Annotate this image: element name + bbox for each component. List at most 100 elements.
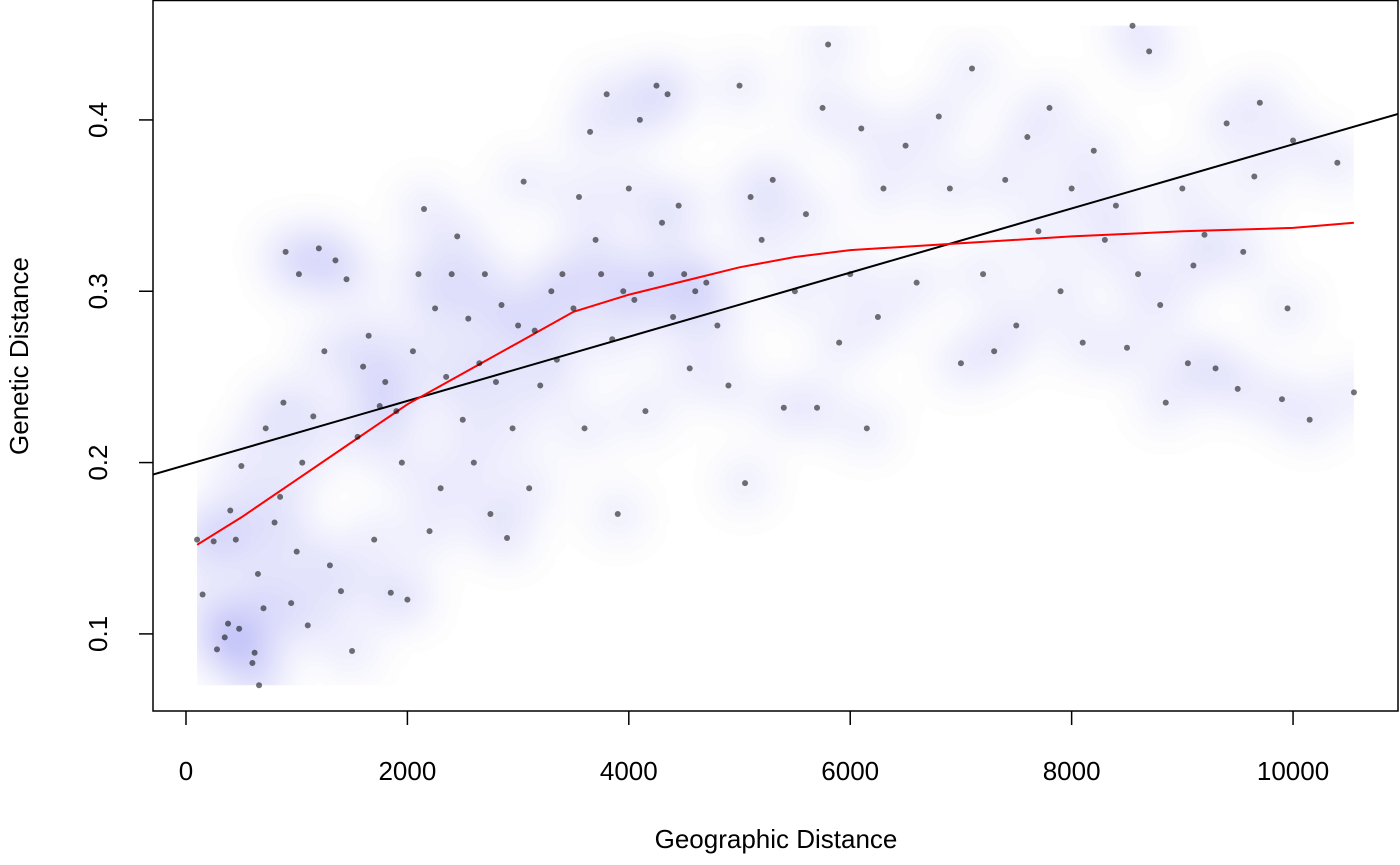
y-tick-label: 0.4 [83,102,113,138]
point [326,562,333,569]
point [421,206,428,213]
point [277,493,284,500]
point [315,245,322,252]
point [1079,339,1086,346]
point [836,339,843,346]
point [991,348,998,355]
point [387,589,394,596]
point [969,65,976,72]
point [791,288,798,295]
point [354,433,361,440]
point [1212,365,1219,372]
y-tick-label: 0.2 [83,445,113,481]
point [515,322,522,329]
point [398,459,405,466]
point [509,425,516,432]
point [376,403,383,410]
point [703,279,710,286]
point [504,534,511,541]
point [349,648,356,655]
point [443,373,450,380]
point [337,588,344,595]
point [725,382,732,389]
point [459,416,466,423]
point [194,536,201,543]
point [659,219,666,226]
point [1284,305,1291,312]
point [825,41,832,48]
point [213,646,220,653]
point [758,236,765,243]
point [1190,262,1197,269]
point [548,288,555,295]
point [236,625,243,632]
point [271,519,278,526]
point [1278,396,1285,403]
point [409,348,416,355]
point [531,327,538,334]
point [1256,99,1263,106]
point [570,305,577,312]
point [1350,389,1357,396]
density-kernel [239,665,280,686]
point [1046,104,1053,111]
point [1251,173,1258,180]
point [1157,301,1164,308]
point [360,363,367,370]
point [1035,228,1042,235]
point [631,296,638,303]
point [537,382,544,389]
point [575,194,582,201]
point [393,408,400,415]
x-tick-label: 4000 [600,756,658,786]
point [371,536,378,543]
point [1068,185,1075,192]
point [686,365,693,372]
point [304,622,311,629]
point [1184,360,1191,367]
point [1201,231,1208,238]
point [492,379,499,386]
point [238,463,245,470]
point [913,279,920,286]
point [603,91,610,98]
point [288,600,295,607]
y-tick-label: 0.3 [83,273,113,309]
point [282,248,289,255]
point [819,104,826,111]
point [426,528,433,535]
point [526,485,533,492]
point [1162,399,1169,406]
point [742,480,749,487]
point [1024,134,1031,141]
point [1090,147,1097,154]
point [225,620,232,627]
point [1334,159,1341,166]
point [675,202,682,209]
x-tick-label: 6000 [821,756,879,786]
point [598,271,605,278]
x-axis-label: Geographic Distance [655,824,898,854]
point [1002,176,1009,183]
point [520,178,527,185]
x-tick-label: 10000 [1257,756,1329,786]
point [935,113,942,120]
point [802,211,809,218]
point [858,125,865,132]
point [1290,137,1297,144]
point [465,315,472,322]
point [432,305,439,312]
point [448,271,455,278]
point [262,425,269,432]
point [382,379,389,386]
point [1240,248,1247,255]
point [614,510,621,517]
point [227,507,234,514]
point [221,634,228,641]
point [592,236,599,243]
point [295,271,302,278]
density-kernel [1333,372,1354,413]
